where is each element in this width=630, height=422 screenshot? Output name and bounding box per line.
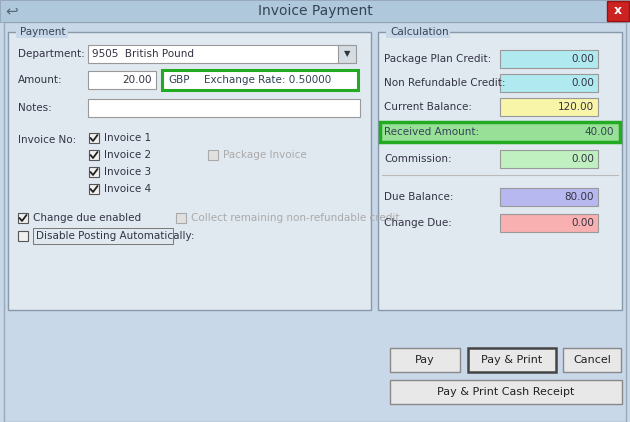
Bar xyxy=(500,188,598,206)
Bar xyxy=(88,99,360,117)
Text: ↩: ↩ xyxy=(6,3,18,19)
Bar xyxy=(89,167,99,177)
Bar xyxy=(386,26,450,38)
Text: GBP: GBP xyxy=(168,75,190,85)
Bar xyxy=(500,214,598,232)
Text: 0.00: 0.00 xyxy=(571,54,594,64)
Bar xyxy=(338,45,356,63)
Text: Due Balance:: Due Balance: xyxy=(384,192,454,202)
Text: Amount:: Amount: xyxy=(18,75,62,85)
Text: Non Refundable Credit:: Non Refundable Credit: xyxy=(384,78,505,88)
Bar xyxy=(500,150,598,168)
Bar xyxy=(89,150,99,160)
Bar xyxy=(468,348,556,372)
Text: 0.00: 0.00 xyxy=(571,218,594,228)
Text: 0.00: 0.00 xyxy=(571,154,594,164)
Bar xyxy=(16,26,68,38)
Text: Invoice 3: Invoice 3 xyxy=(104,167,151,177)
Bar xyxy=(88,71,156,89)
Bar xyxy=(8,32,371,310)
Text: Change due enabled: Change due enabled xyxy=(33,213,141,223)
Text: Pay: Pay xyxy=(415,355,435,365)
Bar xyxy=(33,228,173,244)
Bar xyxy=(390,348,460,372)
Text: Collect remaining non-refundable credit: Collect remaining non-refundable credit xyxy=(191,213,399,223)
Bar xyxy=(89,184,99,194)
Bar xyxy=(500,50,598,68)
Text: Calculation: Calculation xyxy=(390,27,449,37)
Text: Pay & Print Cash Receipt: Pay & Print Cash Receipt xyxy=(437,387,575,397)
Text: ▼: ▼ xyxy=(344,49,350,59)
Text: Exchange Rate: 0.50000: Exchange Rate: 0.50000 xyxy=(204,75,331,85)
Bar xyxy=(208,150,218,160)
Text: Invoice 1: Invoice 1 xyxy=(104,133,151,143)
Bar xyxy=(500,98,598,116)
Text: Disable Posting Automatically:: Disable Posting Automatically: xyxy=(36,231,195,241)
Bar xyxy=(18,213,28,223)
Bar xyxy=(176,213,186,223)
Bar xyxy=(380,122,620,142)
Bar xyxy=(0,0,630,22)
Text: 0.00: 0.00 xyxy=(571,78,594,88)
Text: 80.00: 80.00 xyxy=(564,192,594,202)
Bar xyxy=(563,348,621,372)
Text: 20.00: 20.00 xyxy=(122,75,152,85)
Text: 40.00: 40.00 xyxy=(585,127,614,137)
Text: Invoice 4: Invoice 4 xyxy=(104,184,151,194)
Text: Received Amount:: Received Amount: xyxy=(384,127,479,137)
Text: Commission:: Commission: xyxy=(384,154,452,164)
Text: Invoice Payment: Invoice Payment xyxy=(258,4,372,18)
Text: Change Due:: Change Due: xyxy=(384,218,452,228)
Text: Package Plan Credit:: Package Plan Credit: xyxy=(384,54,491,64)
Bar xyxy=(378,32,622,310)
Text: Package Invoice: Package Invoice xyxy=(223,150,307,160)
Text: Notes:: Notes: xyxy=(18,103,52,113)
Text: Current Balance:: Current Balance: xyxy=(384,102,472,112)
Bar xyxy=(500,74,598,92)
Text: 120.00: 120.00 xyxy=(558,102,594,112)
Text: Invoice 2: Invoice 2 xyxy=(104,150,151,160)
Text: Department:: Department: xyxy=(18,49,85,59)
Bar xyxy=(89,133,99,143)
Text: x: x xyxy=(614,5,622,17)
Text: Pay & Print: Pay & Print xyxy=(481,355,542,365)
Bar xyxy=(607,1,629,21)
Bar xyxy=(162,70,358,90)
Text: 9505  British Pound: 9505 British Pound xyxy=(92,49,194,59)
Text: Invoice No:: Invoice No: xyxy=(18,135,76,145)
Text: Cancel: Cancel xyxy=(573,355,611,365)
Bar xyxy=(390,380,622,404)
Text: Payment: Payment xyxy=(20,27,66,37)
Bar xyxy=(88,45,346,63)
Bar xyxy=(18,231,28,241)
